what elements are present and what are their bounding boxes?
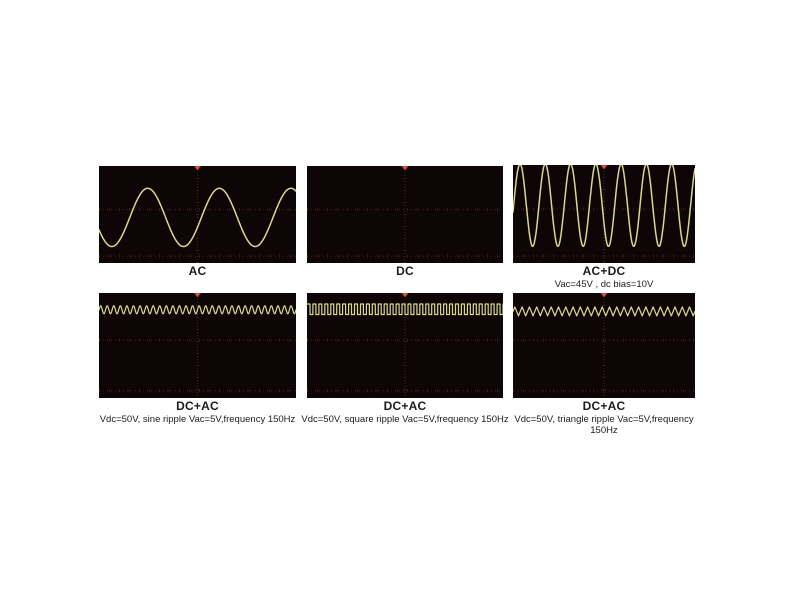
scope-panel-ac-0: AC (99, 166, 296, 278)
trigger-marker-icon (600, 293, 608, 298)
scope-screen (513, 293, 695, 398)
scope-screen (99, 293, 296, 398)
panel-title: DC (396, 264, 414, 278)
panel-title: AC+DC (582, 264, 626, 278)
scope-panel-dc-ac-5: DC+AC Vdc=50V, triangle ripple Vac=5V,fr… (513, 293, 695, 436)
scope-screen (307, 166, 503, 263)
panel-caption: Vdc=50V, square ripple Vac=5V,frequency … (301, 414, 509, 425)
waveform-trace (99, 187, 296, 248)
scope-panel-dc-ac-4: DC+AC Vdc=50V, square ripple Vac=5V,freq… (301, 293, 509, 425)
graticule (99, 293, 296, 398)
waveform-trace (99, 305, 296, 315)
panel-labels: DC+AC Vdc=50V, sine ripple Vac=5V,freque… (86, 399, 309, 426)
graticule (513, 165, 695, 263)
trigger-marker-icon (194, 293, 201, 298)
panel-title: AC (188, 264, 207, 278)
scope-screen (307, 293, 503, 398)
panel-caption: Vac=45V , dc bias=10V (554, 279, 654, 290)
graticule (99, 166, 296, 263)
waveform-trace (513, 306, 695, 317)
panel-labels: AC+DC Vac=45V , dc bias=10V (500, 264, 708, 291)
trigger-marker-icon (401, 166, 409, 171)
scope-screen (513, 165, 695, 263)
panel-labels: AC (86, 265, 309, 278)
scope-screen (99, 166, 296, 263)
panel-labels: DC+AC Vdc=50V, triangle ripple Vac=5V,fr… (500, 399, 708, 437)
panel-title: DC+AC (383, 399, 427, 413)
panel-labels: DC+AC Vdc=50V, square ripple Vac=5V,freq… (294, 399, 516, 426)
panel-labels: DC (294, 265, 516, 278)
trigger-marker-icon (194, 166, 201, 171)
trigger-marker-icon (600, 165, 608, 170)
panel-title: DC+AC (176, 399, 219, 413)
panel-title: DC+AC (582, 399, 626, 413)
graticule (513, 293, 695, 398)
panel-caption: Vdc=50V, triangle ripple Vac=5V,frequenc… (514, 414, 694, 436)
scope-panel-dc-ac-3: DC+AC Vdc=50V, sine ripple Vac=5V,freque… (99, 293, 296, 425)
waveform-trace (307, 303, 503, 316)
waveform-trace (513, 165, 695, 248)
graticule (307, 166, 503, 263)
scope-panel-ac-dc-2: AC+DC Vac=45V , dc bias=10V (513, 165, 695, 290)
trigger-marker-icon (401, 293, 409, 298)
scope-panel-dc-1: DC (307, 166, 503, 278)
panel-caption: Vdc=50V, sine ripple Vac=5V,frequency 15… (99, 414, 296, 425)
graticule (307, 293, 503, 398)
